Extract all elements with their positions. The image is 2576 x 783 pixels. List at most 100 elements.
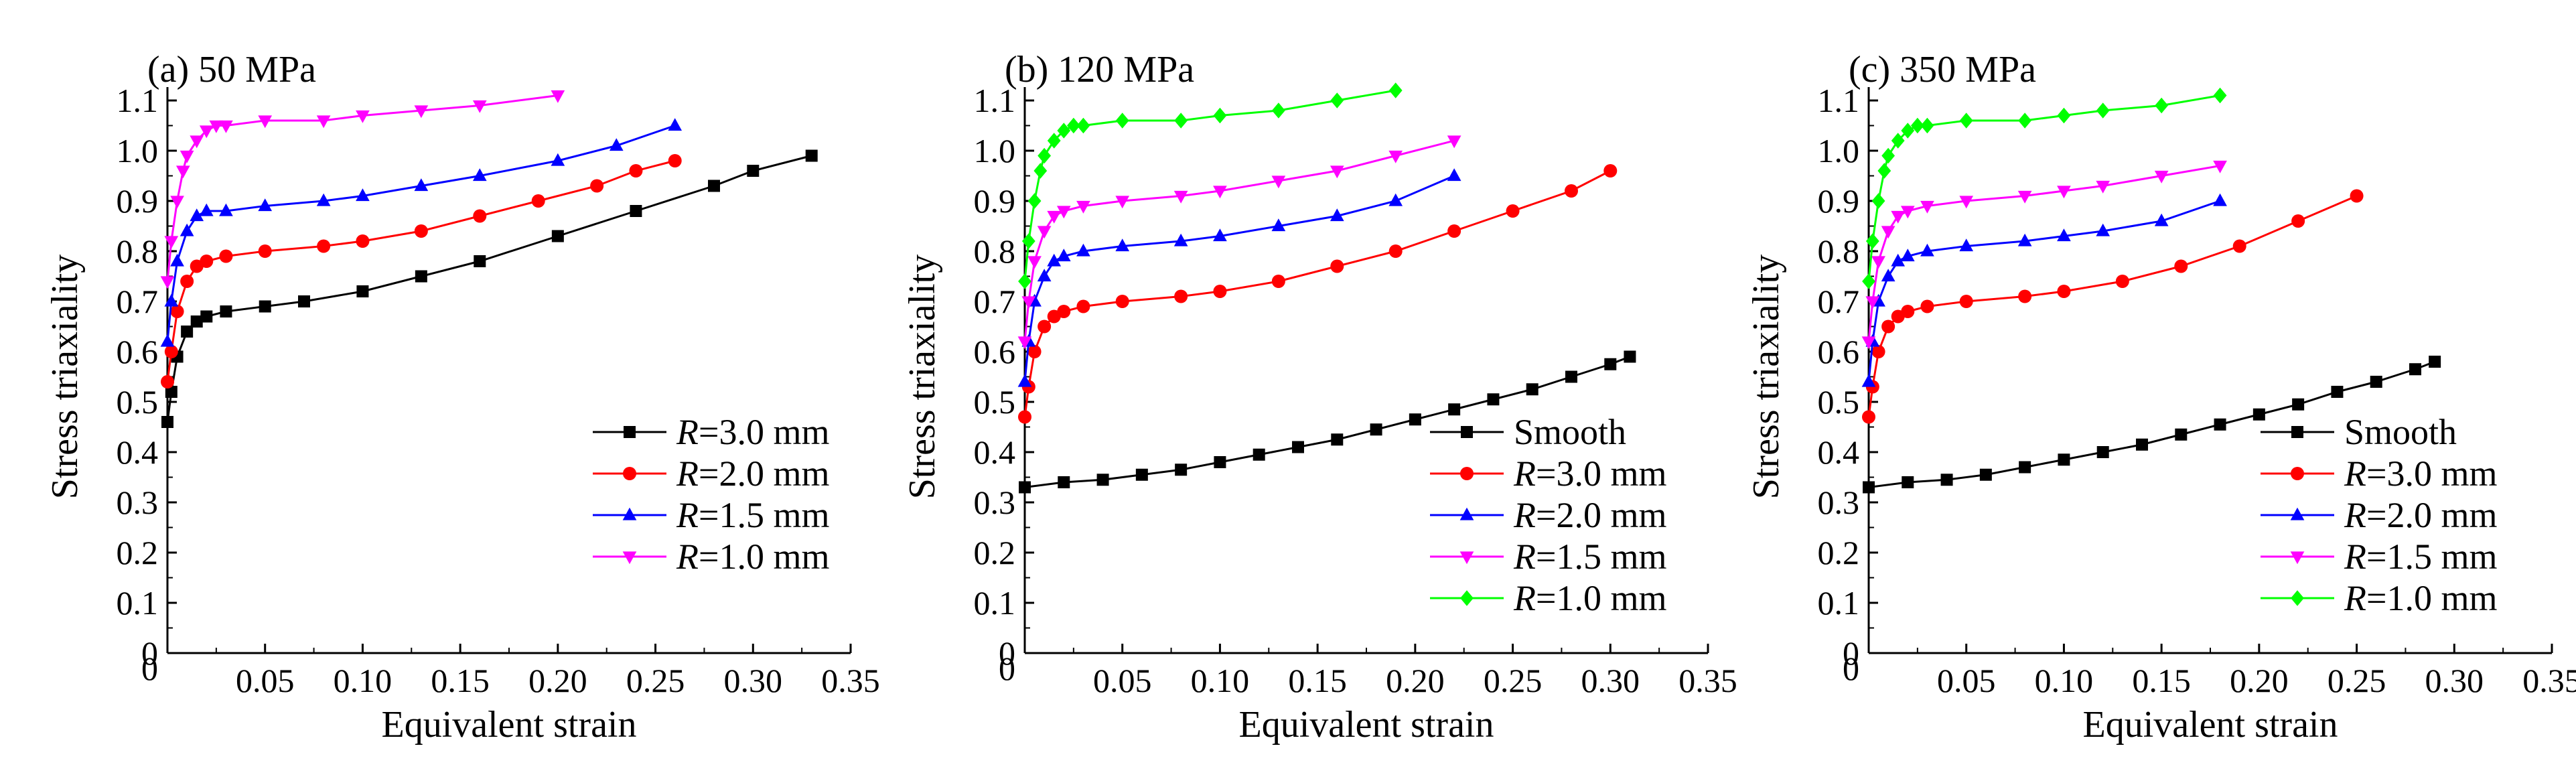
data-point <box>1027 193 1042 209</box>
legend-label-text: Smooth <box>1514 412 1626 452</box>
series-2 <box>1018 164 1618 424</box>
data-point <box>1920 200 1934 214</box>
data-point <box>2017 190 2032 204</box>
data-point <box>1447 224 1461 238</box>
data-point <box>414 178 429 192</box>
data-point <box>161 375 174 388</box>
data-point <box>2292 398 2305 411</box>
series-line <box>1868 360 2435 488</box>
data-point <box>2214 418 2226 431</box>
y-tick-label: 0.1 <box>974 584 1016 622</box>
series-4 <box>1861 160 2227 350</box>
data-point <box>2331 386 2344 398</box>
data-point <box>258 198 273 212</box>
data-point <box>2136 438 2148 451</box>
data-point <box>1056 206 1071 219</box>
data-point <box>181 326 194 338</box>
legend-label-prefix: R <box>2344 578 2366 618</box>
data-point <box>1037 226 1052 239</box>
legend-label: R=3.0 mm <box>2344 453 2497 494</box>
data-point <box>1388 150 1403 163</box>
data-point <box>199 203 214 216</box>
legend-label: R=1.0 mm <box>676 537 829 577</box>
x-tick-label: 0.05 <box>1937 662 1996 699</box>
data-point <box>472 100 487 113</box>
data-point <box>1604 358 1617 370</box>
data-point <box>1021 233 1035 249</box>
data-point <box>165 386 177 398</box>
data-point <box>1271 102 1285 119</box>
data-point <box>2291 214 2305 228</box>
legend-label: Smooth <box>1514 412 1626 452</box>
series-3 <box>160 118 683 347</box>
data-point <box>1047 253 1062 267</box>
legend-label-text: =3.0 mm <box>2366 453 2497 494</box>
origin-label: 0 <box>999 650 1015 687</box>
data-point <box>1881 147 1895 164</box>
data-point <box>1115 238 1130 252</box>
y-tick-label: 0.1 <box>1818 584 1860 622</box>
data-point <box>1447 168 1461 182</box>
data-point <box>1115 295 1129 308</box>
legend-label-prefix: R <box>2344 537 2366 577</box>
legend-marker <box>622 507 637 520</box>
data-point <box>1877 163 1891 179</box>
legend-label: Smooth <box>2344 412 2457 452</box>
data-point <box>160 276 175 289</box>
data-point <box>1881 226 1895 239</box>
data-point <box>1058 476 1070 488</box>
data-point <box>1861 374 1876 387</box>
origin-label: 0 <box>1843 650 1859 687</box>
y-tick-label: 0.2 <box>1818 534 1860 571</box>
legend-label-prefix: R <box>1513 578 1536 618</box>
x-tick-label: 0.30 <box>2425 662 2484 699</box>
data-point <box>1021 296 1036 309</box>
data-point <box>356 188 370 202</box>
y-tick-label: 0.9 <box>1818 182 1860 220</box>
data-point <box>630 205 642 217</box>
x-tick-label: 0.15 <box>2132 662 2191 699</box>
data-point <box>219 203 233 216</box>
series-4 <box>1017 135 1461 350</box>
legend-entry: R=2.0 mm <box>593 453 829 494</box>
data-point <box>2409 363 2421 376</box>
data-point <box>551 230 564 242</box>
data-point <box>1019 481 1031 494</box>
data-point <box>1979 468 1992 481</box>
legend-label-text: =3.0 mm <box>699 412 829 452</box>
data-point <box>1624 350 1636 363</box>
data-point <box>1057 123 1071 139</box>
data-point <box>2154 213 2169 226</box>
y-tick-label: 0 <box>141 634 158 672</box>
data-point <box>1920 299 1934 313</box>
legend-label-prefix: R <box>1513 453 1536 494</box>
data-point <box>170 196 184 209</box>
legend-marker <box>1460 590 1474 606</box>
x-axis-label: Equivalent strain <box>1238 704 1494 745</box>
data-point <box>1565 370 1577 383</box>
data-point <box>551 153 565 166</box>
y-tick-label: 1.0 <box>974 132 1016 169</box>
data-point <box>180 150 194 163</box>
data-point <box>199 125 214 139</box>
series-1 <box>1019 350 1636 494</box>
legend-label-prefix: R <box>676 495 699 535</box>
data-point <box>1037 269 1052 282</box>
legend-label-prefix: R <box>676 537 699 577</box>
x-tick-label: 0.10 <box>2035 662 2094 699</box>
chart-title: (a) 50 MPa <box>147 49 316 90</box>
chart-title: (b) 120 MPa <box>1005 49 1194 90</box>
legend-marker <box>2291 426 2303 438</box>
legend-label: R=3.0 mm <box>1513 453 1666 494</box>
data-point <box>160 334 175 347</box>
y-tick-label: 0.8 <box>117 232 159 270</box>
data-point <box>1066 117 1080 134</box>
data-point <box>1330 259 1344 273</box>
data-point <box>668 118 683 131</box>
data-point <box>2096 102 2110 119</box>
x-tick-label: 0.20 <box>2230 662 2289 699</box>
data-point <box>316 193 331 206</box>
series-5 <box>1018 82 1403 289</box>
chart-panel-1: (a) 50 MPa 0 0.1 0.2 0.3 0.4 0.5 0.6 0.7 0.8 0.9 1.… <box>44 49 880 745</box>
y-tick-label: 1.1 <box>117 82 159 119</box>
